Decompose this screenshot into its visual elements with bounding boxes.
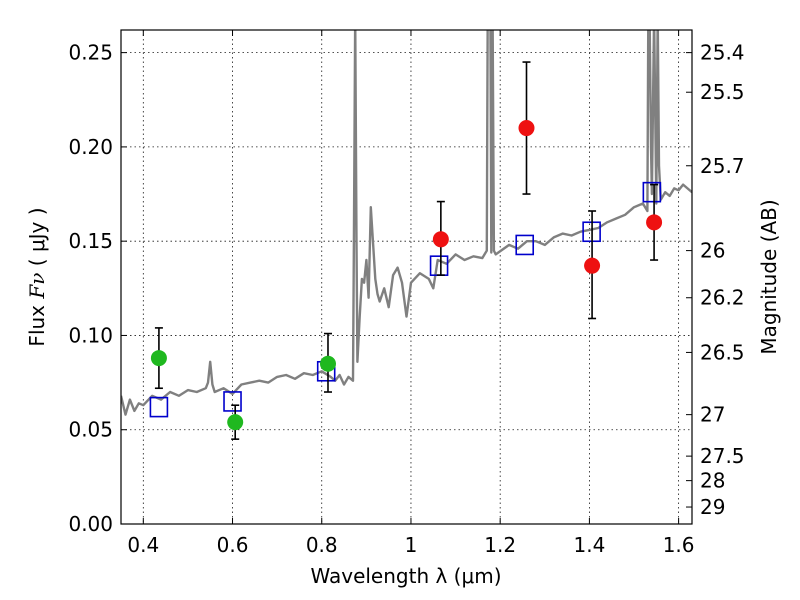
x-tick-label: 0.8	[306, 533, 338, 557]
right-tick-label: 25.4	[700, 41, 745, 65]
optical-observations-point	[227, 414, 244, 431]
x-tick-label: 1.2	[484, 533, 516, 557]
x-tick-label: 0.6	[217, 533, 249, 557]
y-axis-title: Flux Fν ( μJy )	[25, 207, 49, 346]
y-tick-label: 0.25	[68, 41, 113, 65]
model-photometry-square	[515, 234, 535, 256]
optical-observations-point	[319, 355, 336, 372]
y-tick-label: 0.10	[68, 323, 113, 347]
grid-lines	[121, 30, 692, 524]
optical-observations-point	[150, 350, 167, 367]
right-tick-label: 26.2	[700, 286, 745, 310]
axes: 0.4 0.6 0.8 1 1.2 1.4 1.6 0.00 0.05 0.10 0.15 0.20 0…	[68, 30, 745, 557]
right-axis-title: Magnitude (AB)	[757, 199, 781, 354]
y-axis-title-prefix: Flux	[25, 299, 49, 347]
y-tick-label: 0.20	[68, 135, 113, 159]
y-tick-label: 0.00	[68, 512, 113, 536]
x-tick-label: 1.6	[663, 533, 695, 557]
right-tick-label: 29	[700, 495, 725, 519]
y-axis-title-suffix: ( μJy )	[25, 207, 49, 272]
right-tick-label: 26	[700, 239, 725, 263]
plot-background	[121, 30, 692, 524]
model-photometry-square	[642, 181, 662, 203]
model-photometry-square	[149, 396, 169, 418]
right-tick-label: 25.7	[700, 154, 745, 178]
x-tick-label: 1	[405, 533, 418, 557]
nir-observations-point	[584, 257, 601, 274]
x-axis-title: Wavelength λ (μm)	[310, 564, 501, 588]
y-tick-label: 0.05	[68, 418, 113, 442]
nir-observations-point	[518, 120, 535, 137]
plot-area	[121, 30, 692, 440]
nir-observations-point	[432, 231, 449, 248]
x-tick-label: 1.4	[573, 533, 605, 557]
right-tick-label: 26.5	[700, 340, 745, 364]
right-tick-label: 27	[700, 403, 725, 427]
model-photometry-square	[223, 391, 242, 412]
plot-frame	[120, 29, 693, 525]
x-tick-label: 0.4	[127, 533, 159, 557]
right-tick-label: 25.5	[700, 80, 745, 104]
spectrum-line	[121, 30, 692, 416]
nir-observations-point	[646, 214, 663, 231]
y-tick-label: 0.15	[68, 229, 113, 253]
y-axis-title-symbol: Fν	[25, 273, 49, 300]
right-tick-label: 28	[700, 469, 725, 493]
right-tick-label: 27.5	[700, 444, 745, 468]
